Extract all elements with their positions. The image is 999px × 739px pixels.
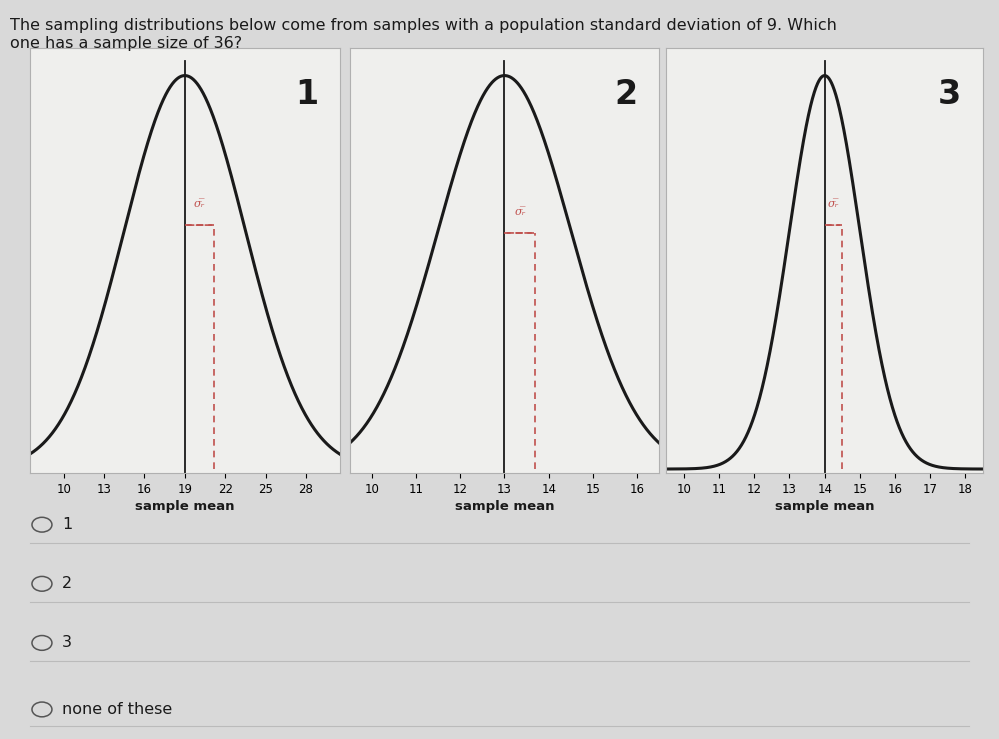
Text: 3: 3 bbox=[62, 636, 72, 650]
Text: 1: 1 bbox=[62, 517, 72, 532]
Text: σᵣ̅: σᵣ̅ bbox=[828, 200, 839, 209]
X-axis label: sample mean: sample mean bbox=[135, 500, 235, 513]
Text: 3: 3 bbox=[938, 78, 961, 111]
Text: 2: 2 bbox=[614, 78, 637, 111]
X-axis label: sample mean: sample mean bbox=[455, 500, 554, 513]
Text: 1: 1 bbox=[295, 78, 318, 111]
X-axis label: sample mean: sample mean bbox=[775, 500, 874, 513]
Text: σᵣ̅: σᵣ̅ bbox=[514, 207, 525, 217]
Text: 2: 2 bbox=[62, 576, 72, 591]
Text: none of these: none of these bbox=[62, 702, 172, 717]
Text: σᵣ̅: σᵣ̅ bbox=[194, 200, 206, 209]
Text: The sampling distributions below come from samples with a population standard de: The sampling distributions below come fr… bbox=[10, 18, 837, 51]
